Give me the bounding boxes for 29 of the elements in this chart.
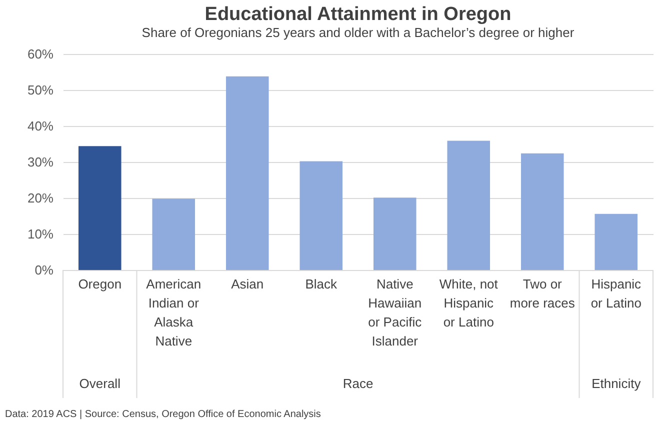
bar [447,140,490,270]
x-tick-label: Two or more races [510,276,576,310]
y-tick-label: 30% [27,154,54,170]
text: Data: 2019 ACS | Source: Census, Oregon Office of Economic Analysis [5,409,321,420]
x-tick-label: Hispanic or Latino [590,276,642,310]
y-tick-label: 40% [27,118,54,134]
x-tick-label: White, not Hispanic or Latino [439,276,498,330]
bar [152,198,196,270]
bar [300,161,343,270]
chart-subtitle: Share of Oregonians 25 years and older with a Bachelor’s degree or higher [142,25,575,40]
x-tick-label: Black [305,276,338,292]
y-tick-label: 50% [27,82,54,98]
bar [78,146,122,270]
y-tick-label: 20% [27,190,54,206]
y-tick-label: 10% [27,226,54,242]
bar [226,76,269,270]
x-tick-label: American Indian or Alaska Native [146,276,202,348]
text: Ethnicity [592,376,642,391]
text: Race [342,376,374,391]
y-tick-label: 60% [27,46,54,62]
x-tick-label: Oregon [78,276,122,292]
y-tick-label: 0% [34,262,54,278]
x-tick-label: Native Hawaiian or Pacific Islander [368,276,422,348]
bar [594,214,638,270]
text: Overall [79,376,121,391]
bar [373,198,416,270]
x-tick-label: Asian [231,276,264,292]
bar [520,153,564,270]
chart-title: Educational Attainment in Oregon [204,4,512,25]
